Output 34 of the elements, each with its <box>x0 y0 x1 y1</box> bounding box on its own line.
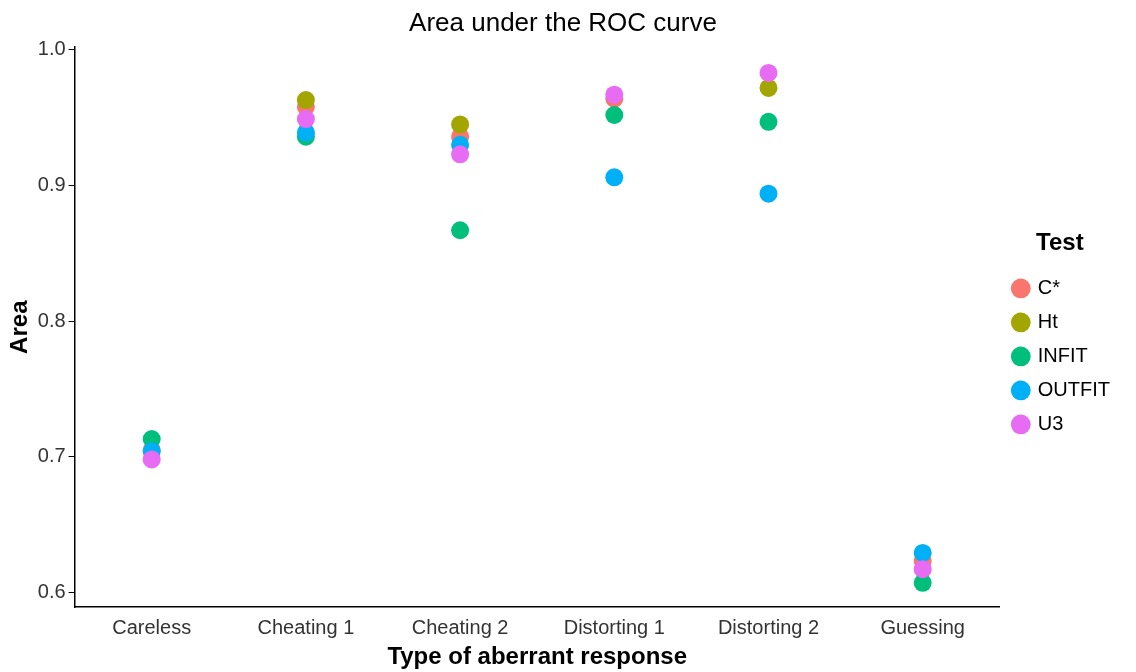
y-tick-label: 0.9 <box>37 173 66 196</box>
point <box>296 91 315 110</box>
chart-title: Area under the ROC curve <box>409 6 717 37</box>
x-tick-label: Cheating 2 <box>411 615 509 638</box>
point <box>451 115 470 134</box>
x-tick-label: Careless <box>112 615 192 638</box>
point <box>605 106 624 124</box>
point <box>605 85 624 104</box>
point <box>451 145 470 164</box>
point <box>759 112 778 131</box>
y-tick-label: 0.7 <box>37 444 66 467</box>
x-tick-label: Distorting 2 <box>717 615 820 638</box>
point <box>759 184 778 203</box>
point <box>913 543 932 562</box>
legend-label: Ht <box>1037 309 1059 332</box>
x-axis-title: Type of aberrant response <box>387 642 688 670</box>
y-tick-label: 0.8 <box>37 308 66 331</box>
point <box>605 168 624 187</box>
x-tick-label: Guessing <box>880 615 965 638</box>
legend-label: INFIT <box>1037 343 1088 366</box>
y-tick-label: 0.6 <box>37 579 66 602</box>
point <box>759 63 778 82</box>
legend-label: OUTFIT <box>1037 377 1111 400</box>
point <box>296 110 315 129</box>
y-tick-label: 1.0 <box>37 37 66 60</box>
point <box>142 450 161 469</box>
x-tick-label: Distorting 1 <box>563 615 665 638</box>
x-tick-label: Cheating 1 <box>257 615 355 638</box>
y-axis-title: Area <box>5 299 33 354</box>
legend-label: U3 <box>1037 411 1064 434</box>
point <box>913 560 932 579</box>
point <box>451 221 470 240</box>
legend-label: C* <box>1037 275 1061 298</box>
legend-title: Test <box>1036 228 1084 256</box>
